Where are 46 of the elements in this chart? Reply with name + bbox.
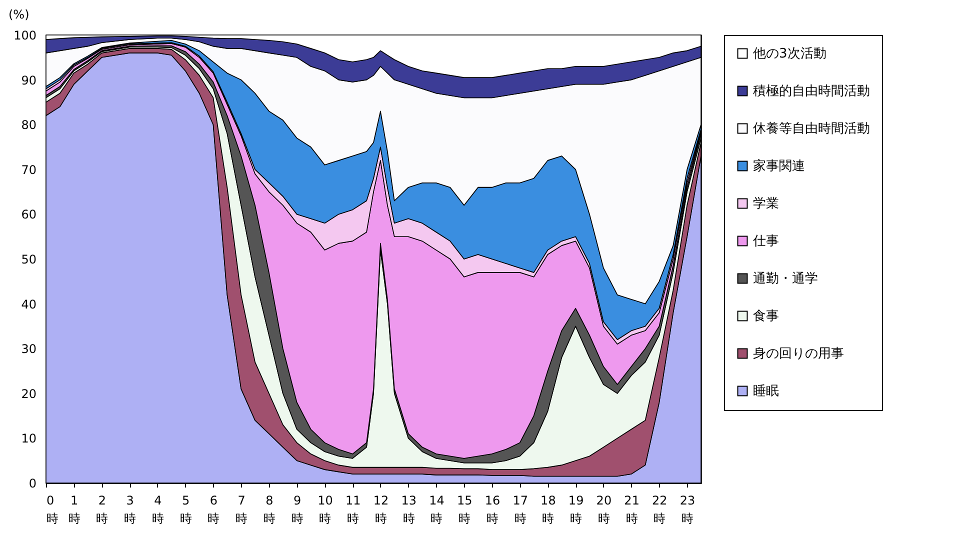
x-tick-label: 10時 (318, 494, 333, 526)
x-tick-label: 16時 (484, 494, 500, 526)
x-tick-label: 8時 (263, 494, 276, 526)
legend-label: 家事関連 (753, 158, 805, 174)
y-tick-label: 50 (21, 252, 36, 266)
x-tick-label: 4時 (152, 494, 164, 526)
x-tick-label: 23時 (680, 494, 696, 526)
legend-label: 仕事 (752, 234, 779, 249)
legend-label: 休養等自由時間活動 (753, 122, 870, 136)
x-tick-label: 14時 (429, 494, 444, 526)
x-tick-label: 1時 (68, 494, 80, 526)
y-tick-label: 90 (21, 73, 36, 88)
x-tick-label: 9時 (291, 494, 304, 526)
legend-label: 通勤・通学 (753, 272, 818, 286)
x-tick-label: 17時 (512, 494, 528, 526)
x-tick-label: 19時 (568, 494, 584, 526)
x-tick-label: 15時 (456, 494, 472, 526)
x-tick-label: 7時 (236, 494, 248, 526)
x-tick-label: 3時 (124, 494, 136, 526)
legend-label: 食事 (753, 309, 779, 324)
y-tick-label: 40 (21, 297, 36, 312)
legend-label: 学業 (753, 196, 779, 212)
x-tick-label: 0時 (46, 494, 58, 526)
x-tick-label: 18時 (540, 494, 556, 526)
y-tick-label: 0 (28, 476, 36, 490)
x-tick-label: 12時 (373, 494, 389, 526)
x-tick-label: 13時 (401, 494, 416, 526)
legend-label: 他の3次活動 (753, 46, 826, 62)
legend-label: 睡眠 (753, 384, 779, 399)
y-tick-label: 10 (21, 432, 36, 446)
x-tick-label: 6時 (208, 494, 220, 526)
y-tick-label: 100 (14, 28, 36, 42)
x-tick-label: 2時 (96, 494, 108, 526)
y-tick-label: 20 (21, 386, 36, 401)
legend-label: 積極的自由時間活動 (753, 84, 870, 99)
y-tick-label: 30 (21, 342, 36, 356)
x-tick-label: 21時 (624, 494, 640, 526)
x-tick-label: 11時 (345, 494, 361, 526)
y-tick-label: 60 (21, 208, 36, 222)
y-axis-title: (%) (8, 8, 30, 22)
x-tick-label: 5時 (180, 494, 192, 526)
y-tick-label: 70 (21, 162, 36, 177)
x-tick-label: 20時 (596, 494, 612, 526)
legend-label: 身の回りの用事 (753, 346, 844, 362)
y-tick-label: 80 (21, 118, 36, 132)
x-tick-label: 22時 (652, 494, 668, 526)
